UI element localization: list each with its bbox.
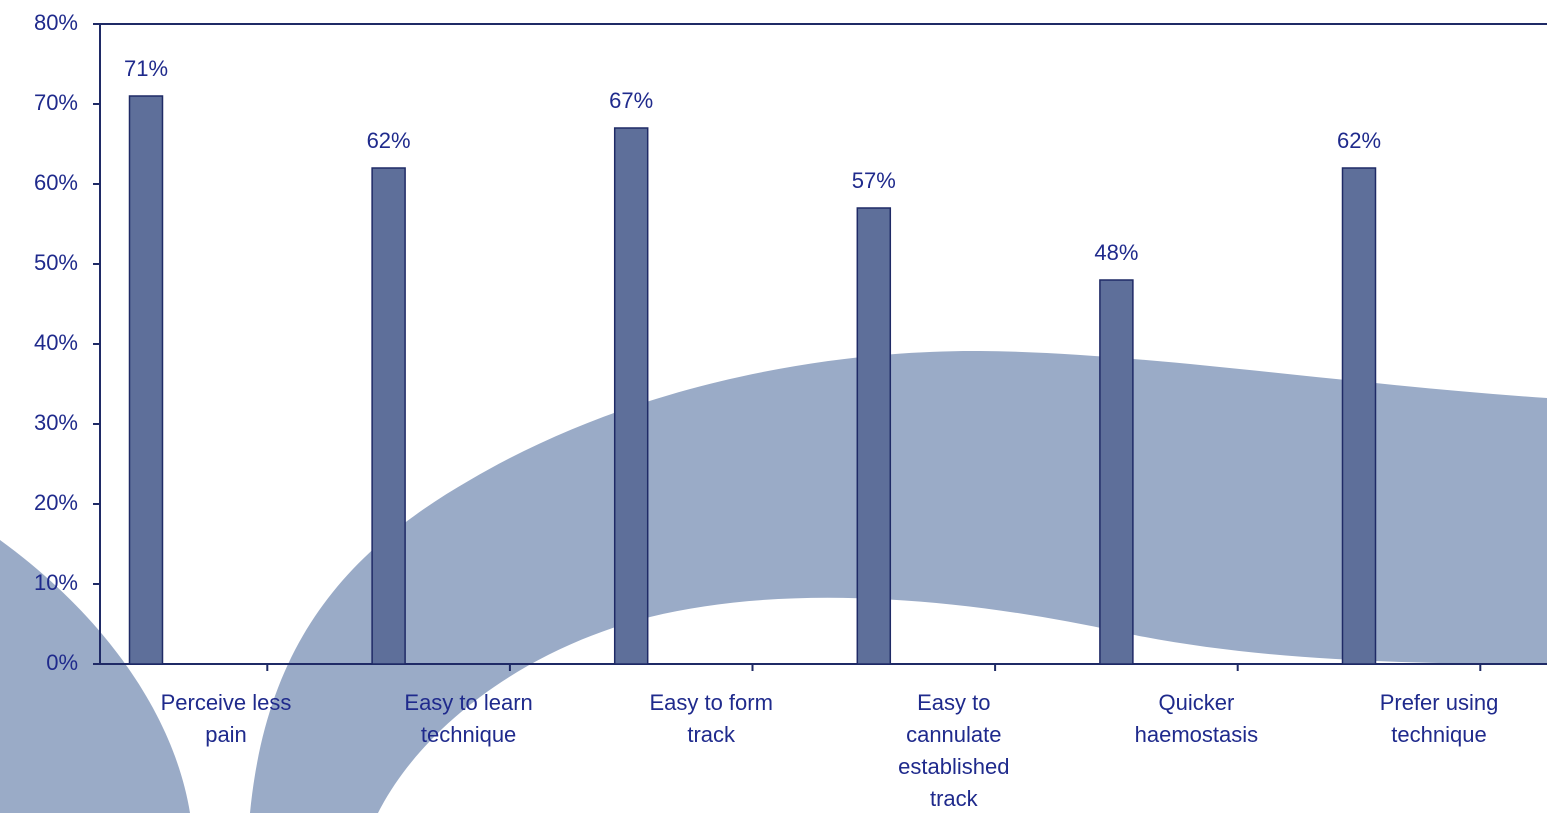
- background-swoosh-left: [0, 540, 190, 813]
- y-tick-label: 60%: [34, 170, 78, 195]
- category-label-line: track: [687, 722, 736, 747]
- category-label-line: Prefer using: [1380, 690, 1499, 715]
- category-label: Easy to cannulate established track: [898, 690, 1009, 811]
- bars: [128, 95, 1377, 665]
- y-tick-label: 30%: [34, 410, 78, 435]
- y-tick-label: 70%: [34, 90, 78, 115]
- background-swoosh-band: [250, 350, 1547, 813]
- category-label-line: Easy to: [917, 690, 990, 715]
- category-label-line: Perceive less: [161, 690, 292, 715]
- y-tick-label: 40%: [34, 330, 78, 355]
- data-label: 62%: [367, 128, 411, 153]
- bar: [613, 127, 649, 665]
- y-tick-label: 50%: [34, 250, 78, 275]
- category-label-line: Easy to form: [649, 690, 772, 715]
- category-label-line: haemostasis: [1135, 722, 1259, 747]
- bar: [856, 207, 892, 665]
- bar: [1099, 279, 1134, 665]
- data-label: 62%: [1337, 128, 1381, 153]
- category-label: Quicker haemostasis: [1135, 690, 1259, 747]
- category-label-line: Quicker: [1159, 690, 1235, 715]
- category-label: Easy to form track: [649, 690, 772, 747]
- category-label-line: technique: [421, 722, 516, 747]
- y-tick-label: 80%: [34, 10, 78, 35]
- y-tick-label: 0%: [46, 650, 78, 675]
- category-label-line: Easy to learn: [404, 690, 532, 715]
- y-tick-label: 10%: [34, 570, 78, 595]
- data-label: 48%: [1094, 240, 1138, 265]
- category-label: Easy to learn technique: [404, 690, 532, 747]
- y-axis-ticks: 0% 10% 20% 30% 40% 50% 60% 70% 80%: [34, 10, 100, 675]
- data-label: 71%: [124, 56, 168, 81]
- category-label-line: pain: [205, 722, 247, 747]
- category-label-line: track: [930, 786, 979, 811]
- data-label: 67%: [609, 88, 653, 113]
- bar: [371, 167, 406, 665]
- data-labels: 71% 62% 67% 57% 48% 62%: [124, 56, 1381, 265]
- y-tick-label: 20%: [34, 490, 78, 515]
- category-label: Perceive less pain: [161, 690, 292, 747]
- background-swoosh: [0, 350, 1547, 813]
- category-label-line: technique: [1391, 722, 1486, 747]
- bar: [1341, 167, 1377, 665]
- bar: [128, 95, 164, 665]
- data-label: 57%: [852, 168, 896, 193]
- category-label: Prefer using technique: [1380, 690, 1499, 747]
- category-label-line: cannulate: [906, 722, 1001, 747]
- category-label-line: established: [898, 754, 1009, 779]
